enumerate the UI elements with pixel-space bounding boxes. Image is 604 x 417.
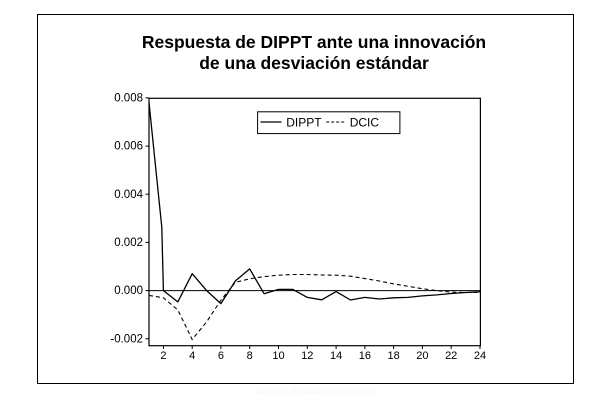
svg-text:DCIC: DCIC [350,116,380,130]
svg-text:0.008: 0.008 [114,93,143,105]
svg-text:0.004: 0.004 [114,189,143,201]
svg-text:14: 14 [330,350,342,362]
svg-text:4: 4 [189,350,195,362]
svg-text:Mensaje de datos economicos: Mensaje de datos economicos [255,386,377,396]
svg-text:0.006: 0.006 [114,141,143,153]
svg-text:22: 22 [445,350,457,362]
svg-text:24: 24 [474,350,486,362]
svg-text:12: 12 [301,350,313,362]
svg-text:0.002: 0.002 [114,237,143,249]
svg-text:18: 18 [387,350,399,362]
svg-text:DIPPT: DIPPT [286,116,322,130]
svg-text:16: 16 [359,350,371,362]
svg-text:2: 2 [160,350,166,362]
svg-text:6: 6 [218,350,224,362]
svg-text:0.000: 0.000 [114,285,143,297]
svg-text:20: 20 [416,350,428,362]
svg-text:10: 10 [272,350,284,362]
svg-text:-0.002: -0.002 [110,333,143,345]
svg-text:8: 8 [247,350,253,362]
